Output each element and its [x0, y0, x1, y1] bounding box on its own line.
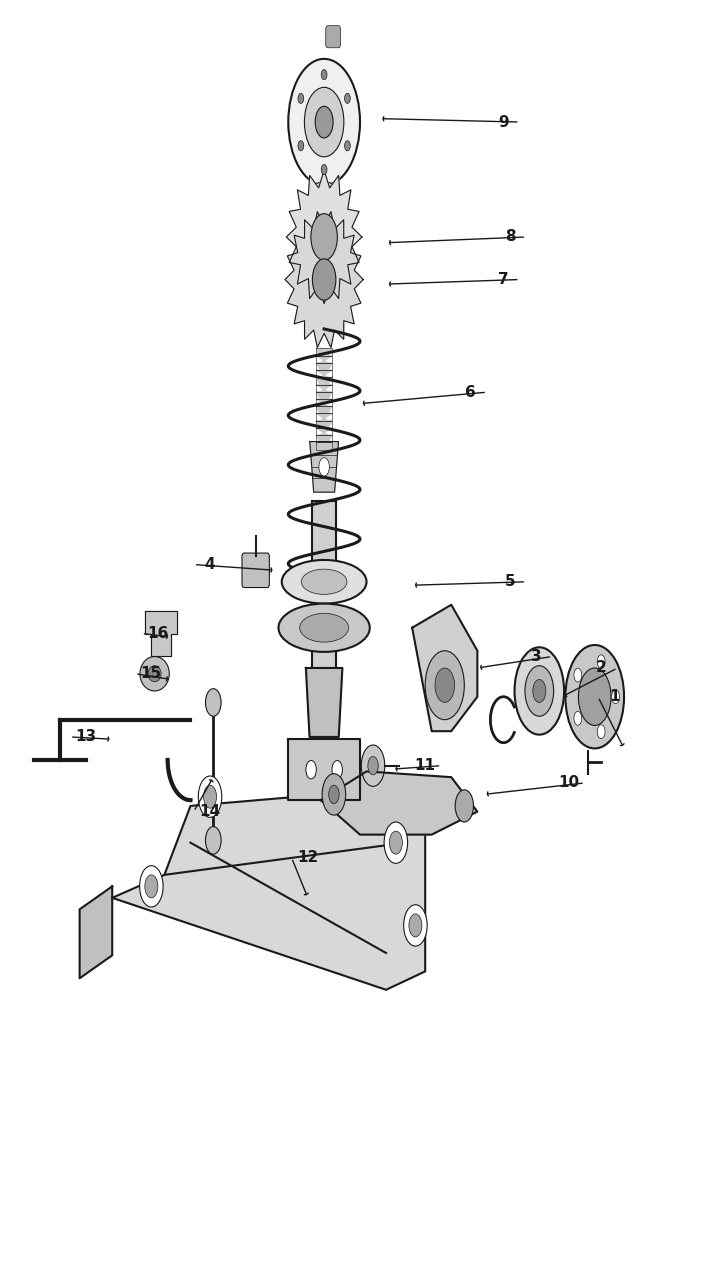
Circle shape	[525, 665, 554, 716]
Polygon shape	[80, 887, 112, 978]
Text: 5: 5	[505, 574, 516, 589]
Circle shape	[612, 689, 619, 703]
Polygon shape	[287, 170, 362, 304]
Ellipse shape	[279, 603, 370, 653]
Polygon shape	[316, 407, 332, 413]
Text: 4: 4	[204, 557, 215, 571]
Circle shape	[361, 745, 384, 787]
Circle shape	[312, 258, 336, 300]
Polygon shape	[112, 788, 426, 990]
Text: 2: 2	[596, 660, 607, 675]
Polygon shape	[145, 611, 177, 656]
Circle shape	[305, 87, 344, 157]
Circle shape	[435, 668, 454, 702]
Polygon shape	[316, 413, 332, 421]
Polygon shape	[316, 370, 332, 378]
Circle shape	[409, 914, 422, 936]
Text: 14: 14	[199, 805, 220, 820]
Circle shape	[321, 165, 327, 175]
Circle shape	[574, 668, 582, 682]
Circle shape	[574, 712, 582, 725]
Polygon shape	[316, 348, 332, 356]
FancyBboxPatch shape	[242, 554, 269, 588]
Circle shape	[204, 786, 217, 808]
Circle shape	[332, 760, 343, 779]
Ellipse shape	[300, 613, 348, 642]
Ellipse shape	[148, 665, 161, 682]
Circle shape	[298, 141, 304, 151]
Circle shape	[368, 756, 378, 775]
Circle shape	[404, 905, 427, 946]
Text: 3: 3	[531, 649, 541, 664]
Circle shape	[322, 774, 346, 815]
Circle shape	[515, 647, 564, 735]
Text: 12: 12	[297, 850, 318, 865]
Ellipse shape	[282, 560, 366, 603]
Circle shape	[345, 141, 351, 151]
Polygon shape	[316, 392, 332, 399]
Circle shape	[198, 775, 222, 817]
Circle shape	[321, 70, 327, 80]
Polygon shape	[316, 362, 332, 370]
Circle shape	[145, 874, 158, 898]
Polygon shape	[285, 212, 364, 347]
Circle shape	[315, 106, 333, 138]
Text: 7: 7	[498, 272, 509, 288]
Text: 13: 13	[76, 730, 96, 745]
Polygon shape	[310, 442, 338, 492]
Text: 16: 16	[148, 626, 168, 641]
Polygon shape	[321, 772, 477, 835]
Circle shape	[205, 826, 221, 854]
Ellipse shape	[311, 182, 337, 200]
Circle shape	[329, 786, 339, 803]
Circle shape	[565, 645, 624, 749]
Text: 8: 8	[505, 229, 516, 245]
Circle shape	[319, 457, 329, 476]
Polygon shape	[316, 385, 332, 392]
Circle shape	[578, 668, 611, 726]
Circle shape	[455, 789, 474, 822]
Polygon shape	[316, 428, 332, 435]
Polygon shape	[316, 378, 332, 385]
Ellipse shape	[140, 656, 169, 691]
FancyBboxPatch shape	[325, 25, 341, 48]
Circle shape	[345, 94, 351, 104]
Text: 10: 10	[558, 775, 579, 791]
Circle shape	[298, 94, 304, 104]
Circle shape	[390, 831, 402, 854]
Text: 15: 15	[141, 666, 162, 682]
Circle shape	[311, 214, 338, 260]
Polygon shape	[316, 442, 332, 450]
Text: 1: 1	[609, 689, 619, 704]
Text: 6: 6	[465, 385, 476, 399]
Polygon shape	[312, 502, 336, 713]
Circle shape	[140, 865, 163, 907]
Polygon shape	[316, 421, 332, 428]
Polygon shape	[412, 604, 477, 731]
Circle shape	[205, 689, 221, 716]
Circle shape	[306, 760, 316, 779]
Polygon shape	[316, 399, 332, 407]
Circle shape	[288, 58, 360, 185]
Circle shape	[384, 822, 408, 863]
Ellipse shape	[301, 569, 347, 594]
Text: 9: 9	[498, 114, 509, 129]
Circle shape	[598, 725, 605, 739]
Polygon shape	[306, 668, 343, 737]
Polygon shape	[316, 435, 332, 442]
Polygon shape	[288, 739, 360, 801]
Circle shape	[598, 655, 605, 669]
Circle shape	[426, 651, 464, 720]
Circle shape	[533, 679, 546, 702]
Text: 11: 11	[415, 758, 436, 773]
Polygon shape	[316, 356, 332, 362]
